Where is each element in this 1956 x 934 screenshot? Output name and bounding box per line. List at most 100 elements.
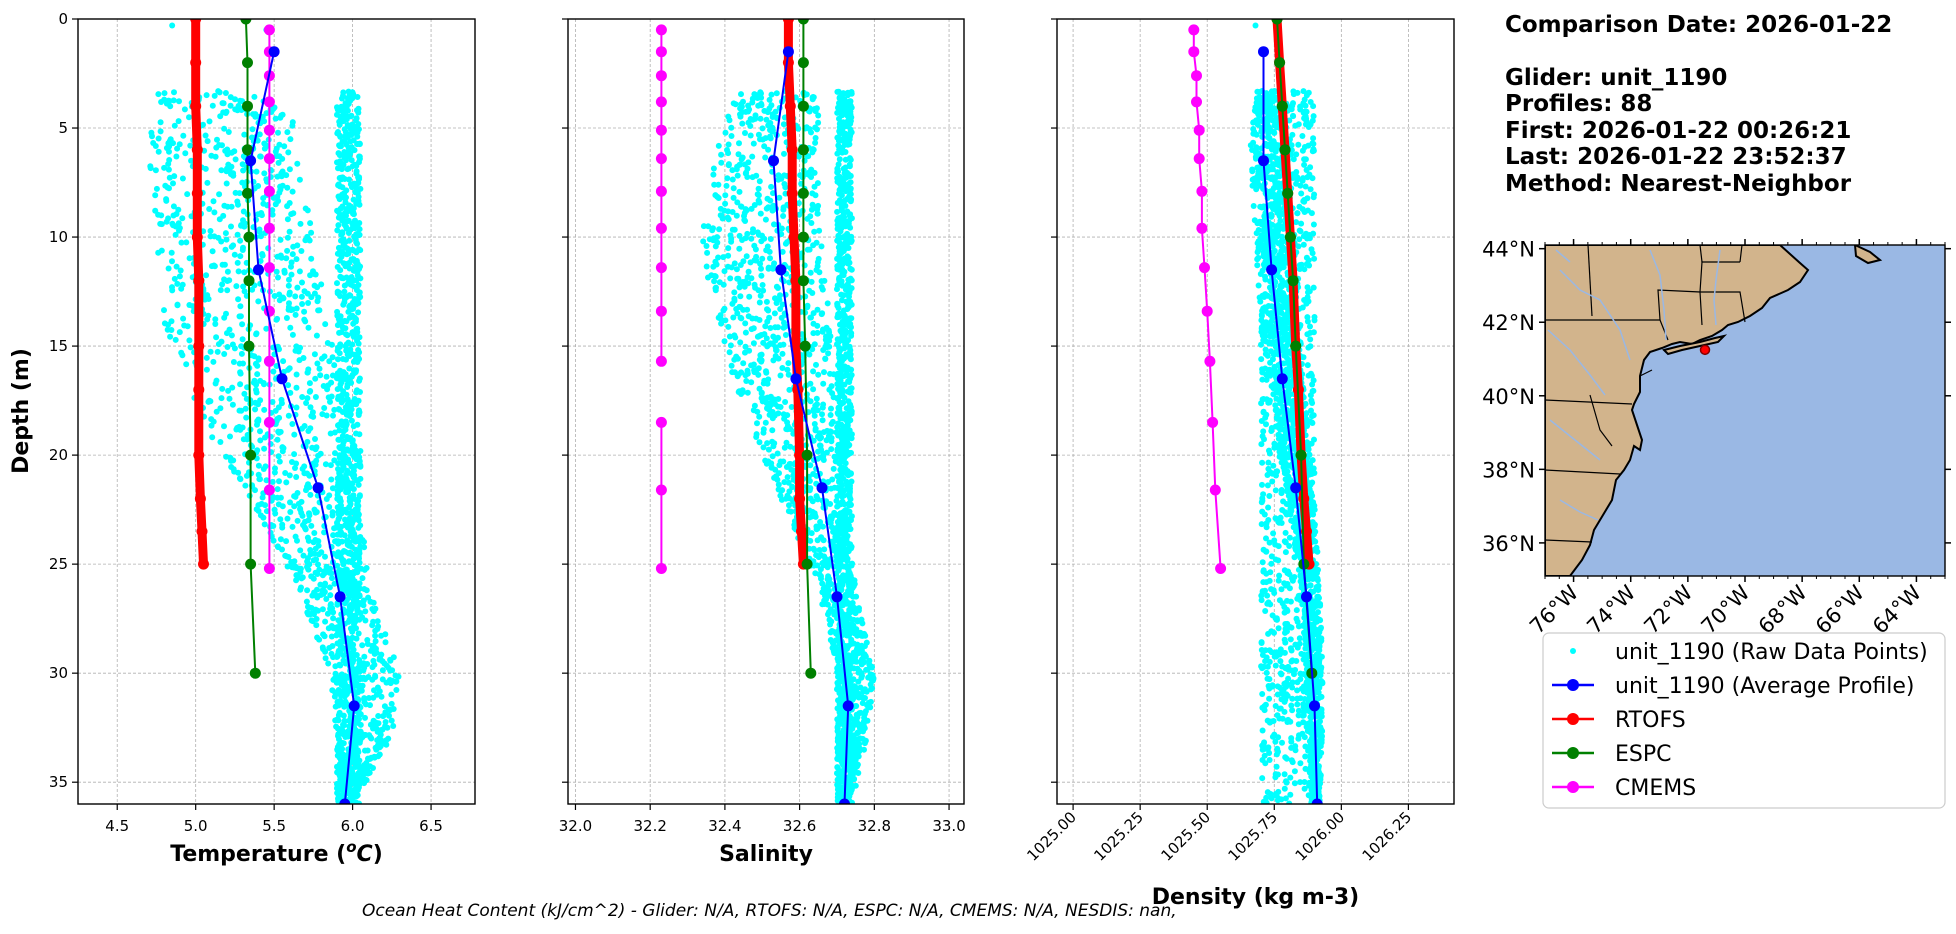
axes-frame	[77, 18, 476, 805]
raw-data-point	[277, 114, 284, 121]
raw-data-point	[750, 140, 757, 147]
series-point	[243, 231, 255, 243]
raw-data-point	[281, 269, 288, 276]
raw-data-point	[336, 329, 343, 336]
raw-data-point	[352, 189, 359, 196]
raw-data-point	[340, 740, 347, 747]
y-tick-label: 15	[49, 337, 68, 355]
raw-data-point	[314, 634, 321, 641]
raw-data-point	[742, 349, 748, 356]
raw-data-point	[821, 546, 828, 553]
raw-data-point	[825, 436, 832, 443]
raw-data-point	[231, 251, 238, 258]
raw-data-point	[173, 211, 180, 217]
raw-data-point	[330, 615, 337, 622]
raw-data-point	[260, 380, 267, 386]
raw-data-point	[847, 179, 854, 186]
raw-data-point	[765, 146, 772, 153]
raw-data-point	[862, 737, 869, 744]
raw-data-point	[836, 310, 843, 317]
raw-data-point	[840, 726, 847, 733]
raw-data-point	[209, 248, 216, 255]
raw-data-point	[222, 110, 229, 116]
raw-data-point	[319, 644, 326, 651]
raw-data-point	[353, 652, 360, 658]
raw-data-point	[224, 344, 231, 350]
raw-data-point	[760, 287, 767, 294]
raw-data-point	[212, 316, 219, 323]
raw-data-point	[349, 341, 356, 348]
raw-data-point	[222, 90, 229, 96]
raw-data-point	[276, 478, 282, 485]
raw-data-point	[816, 269, 823, 276]
raw-data-point	[852, 721, 859, 728]
raw-data-point	[743, 253, 750, 260]
raw-data-point	[352, 625, 359, 632]
raw-data-point	[332, 670, 339, 677]
raw-data-point	[819, 560, 826, 567]
series-rtofs	[190, 19, 209, 570]
raw-data-point	[737, 111, 744, 118]
raw-data-point	[780, 458, 787, 465]
raw-data-point	[353, 168, 360, 175]
raw-data-point	[853, 703, 860, 709]
raw-data-point	[305, 537, 312, 544]
raw-data-point	[844, 322, 851, 328]
raw-data-point	[279, 503, 286, 510]
raw-data-point	[826, 616, 833, 623]
raw-data-point	[336, 736, 342, 743]
raw-data-point	[323, 596, 330, 602]
temperature-panel: 4.5 5.0 5.5 6.0 6.505101520253035Temperature…	[49, 10, 476, 867]
raw-data-point	[835, 137, 842, 144]
raw-data-point	[334, 562, 341, 569]
raw-data-point	[174, 280, 181, 287]
raw-data-point	[848, 543, 855, 550]
raw-data-point	[348, 144, 355, 151]
raw-data-point	[339, 250, 346, 257]
series-point	[797, 187, 809, 199]
raw-data-point	[378, 651, 385, 658]
raw-data-point	[170, 180, 176, 187]
raw-data-point	[716, 279, 723, 286]
raw-data-point	[784, 366, 791, 373]
raw-data-point	[278, 173, 285, 180]
raw-data-point	[834, 728, 841, 735]
raw-data-point	[226, 326, 233, 333]
series-point	[268, 46, 280, 58]
raw-data-point	[356, 454, 363, 461]
raw-data-point	[169, 287, 176, 294]
raw-data-point	[335, 460, 342, 467]
raw-data-point	[842, 244, 849, 251]
raw-data-point	[240, 244, 246, 251]
raw-data-point	[349, 225, 356, 232]
raw-data-point	[775, 481, 782, 488]
series-point	[655, 185, 667, 197]
raw-data-point	[257, 258, 264, 264]
x-tick-label: 5.5	[262, 817, 286, 835]
raw-data-point	[308, 255, 315, 262]
raw-data-point	[838, 234, 845, 241]
raw-data-point	[843, 298, 850, 305]
raw-data-point	[356, 657, 363, 663]
raw-data-point	[745, 102, 752, 109]
raw-data-point	[840, 611, 847, 618]
raw-data-point	[749, 229, 756, 236]
raw-data-point	[203, 354, 210, 361]
raw-data-point	[317, 450, 324, 457]
raw-data-point	[710, 171, 717, 178]
raw-data-point	[828, 628, 835, 634]
raw-data-point	[323, 412, 330, 419]
y-tick-label: 10	[49, 228, 68, 246]
raw-data-point	[161, 307, 167, 314]
raw-data-point	[743, 169, 750, 176]
raw-data-point	[769, 111, 776, 118]
raw-data-point	[762, 154, 769, 161]
raw-data-point	[179, 175, 186, 182]
raw-data-point	[840, 749, 847, 756]
raw-data-point	[752, 112, 759, 119]
raw-data-point	[723, 182, 730, 189]
raw-data-point	[834, 88, 841, 95]
raw-data-point	[289, 421, 296, 427]
raw-data-point	[188, 157, 195, 164]
raw-data-point	[256, 228, 263, 235]
